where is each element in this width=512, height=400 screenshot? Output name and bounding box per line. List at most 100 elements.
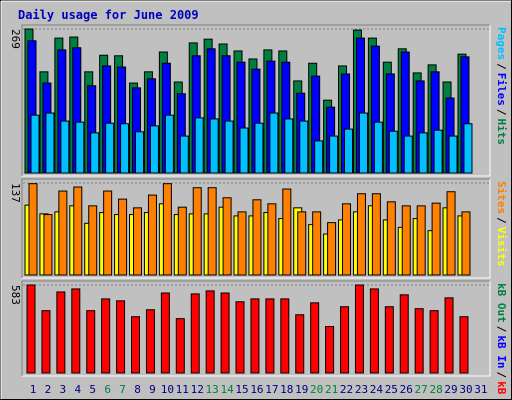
bar: [369, 288, 379, 374]
bar: [295, 314, 305, 374]
x-tick-label: 3: [60, 383, 67, 396]
bar: [399, 294, 409, 374]
bar: [41, 310, 51, 374]
x-tick-label: 20: [310, 383, 323, 396]
legend-separator: /: [495, 372, 508, 379]
x-tick-label: 1: [30, 383, 37, 396]
bar: [431, 202, 441, 276]
bar: [250, 298, 260, 374]
bar: [205, 290, 215, 374]
bar: [314, 140, 324, 174]
bar: [254, 122, 264, 174]
bar: [388, 130, 398, 174]
bar: [58, 190, 68, 276]
x-tick-label: 15: [235, 383, 248, 396]
panel-bevel: [21, 178, 490, 278]
x-tick-label: 25: [385, 383, 398, 396]
x-tick-label: 14: [220, 383, 234, 396]
bar: [342, 203, 352, 276]
legend-entry: Visits: [495, 227, 508, 267]
legend-separator: /: [495, 109, 508, 116]
x-tick-label: 22: [340, 383, 353, 396]
x-tick-label: 21: [325, 383, 338, 396]
panel-bevel: [21, 24, 490, 176]
bar: [403, 135, 413, 174]
x-tick-label: 26: [400, 383, 413, 396]
legend: Sites / Visits: [495, 181, 508, 267]
bar: [135, 131, 145, 174]
legend: Pages / Files / Hits: [495, 27, 508, 145]
chart-title: Daily usage for June 2009: [18, 8, 199, 22]
bar: [414, 308, 424, 374]
bar: [103, 190, 113, 276]
x-tick-label: 13: [206, 383, 219, 396]
x-tick-label: 7: [119, 383, 126, 396]
x-tick-label: 2: [45, 383, 52, 396]
legend-entry: kB Out: [495, 283, 508, 323]
x-tick-label: 29: [444, 383, 457, 396]
bar: [463, 123, 473, 174]
y-tick-label: 137: [9, 183, 22, 203]
bar: [220, 292, 230, 374]
bar: [418, 132, 428, 174]
x-tick-label: 18: [280, 383, 293, 396]
bar: [235, 301, 245, 374]
bar: [401, 205, 411, 276]
bar: [461, 211, 471, 276]
bar: [310, 302, 320, 374]
legend-separator: /: [495, 63, 508, 70]
bar: [325, 326, 335, 374]
bar: [433, 129, 443, 174]
panel-bevel: [21, 280, 490, 376]
bar: [192, 187, 202, 276]
x-tick-label: 4: [74, 383, 81, 396]
bar: [207, 187, 217, 276]
bar: [118, 198, 128, 276]
bar: [429, 310, 439, 374]
x-tick-label: 10: [161, 383, 174, 396]
bar: [299, 120, 309, 174]
bar: [344, 128, 354, 174]
bar: [90, 132, 100, 174]
bar: [265, 298, 275, 374]
bar: [116, 300, 126, 374]
bar: [43, 214, 53, 276]
bar: [312, 211, 322, 276]
x-tick-label: 12: [191, 383, 204, 396]
bar: [329, 135, 339, 174]
bar: [149, 125, 159, 174]
bar: [120, 123, 130, 174]
bar: [448, 135, 458, 174]
legend-entry: Files: [495, 73, 508, 106]
bar: [340, 306, 350, 374]
bar: [133, 207, 143, 276]
x-tick-label: 5: [89, 383, 96, 396]
bar: [444, 297, 454, 374]
bar: [354, 284, 364, 374]
bar: [28, 183, 38, 276]
bar: [446, 191, 456, 276]
x-tick-label: 30: [459, 383, 472, 396]
legend-separator: /: [495, 326, 508, 333]
bar: [75, 121, 85, 174]
bar: [56, 291, 66, 374]
bar: [282, 188, 292, 276]
legend-entry: kB In: [495, 335, 508, 368]
legend-entry: Sites: [495, 181, 508, 214]
bar: [101, 298, 111, 374]
bar: [371, 193, 381, 276]
bar: [297, 211, 307, 276]
x-tick-label: 16: [250, 383, 263, 396]
bar: [162, 183, 172, 276]
bar: [327, 222, 337, 276]
bar: [356, 193, 366, 276]
legend: kB Out / kB In / kB F: [495, 283, 508, 400]
y-tick-label: 583: [9, 285, 22, 305]
x-tick-label: 27: [415, 383, 428, 396]
bar: [269, 112, 279, 174]
bar: [222, 197, 232, 276]
bar: [45, 112, 55, 174]
x-tick-label: 11: [176, 383, 189, 396]
bar: [30, 114, 40, 174]
